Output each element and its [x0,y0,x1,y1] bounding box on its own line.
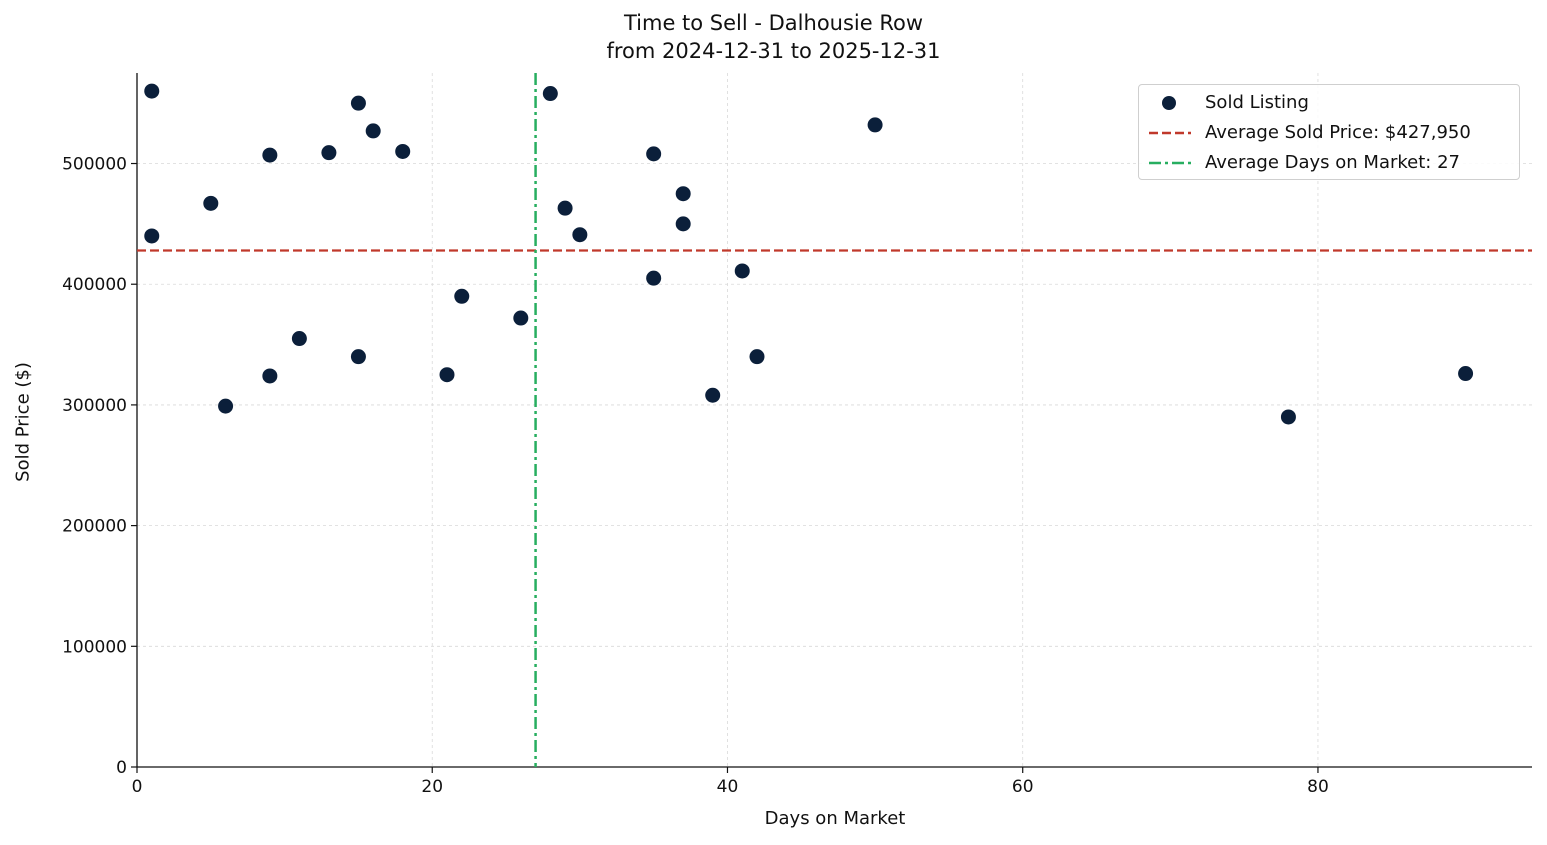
legend-marker-dot-icon [1162,96,1176,110]
data-point [291,331,307,347]
x-tick-label: 60 [1012,777,1034,797]
data-point [144,83,160,99]
data-point [705,387,721,403]
data-point [867,117,883,133]
y-tick-label: 0 [116,758,127,778]
legend-label-average-price: Average Sold Price: $427,950 [1205,122,1471,143]
x-tick-label: 40 [717,777,739,797]
data-point [557,200,573,216]
legend-dashdot-line-icon [1149,161,1191,165]
data-point [1280,409,1296,425]
data-point [439,367,455,383]
data-point [675,186,691,202]
x-axis-label: Days on Market [764,808,906,829]
legend-item-sold-listing: Sold Listing [1139,88,1519,118]
data-point [646,270,662,286]
y-tick-label: 100000 [62,637,127,657]
x-tick-label: 80 [1307,777,1329,797]
legend-item-average-days: Average Days on Market: 27 [1139,148,1519,178]
data-point [350,95,366,111]
y-tick-label: 300000 [62,396,127,416]
y-tick-label: 200000 [62,517,127,537]
data-point [1458,366,1474,382]
chart-subtitle: from 2024-12-31 to 2025-12-31 [606,39,941,63]
y-tick-label: 500000 [62,155,127,175]
legend-dashed-line-icon [1149,131,1191,135]
data-point [262,368,278,384]
x-tick-label: 20 [421,777,443,797]
x-tick-label: 0 [132,777,143,797]
legend-label-sold-listing: Sold Listing [1205,92,1309,113]
data-point [218,398,234,414]
data-point [350,349,366,365]
data-point [749,349,765,365]
data-point [572,227,588,243]
data-point [454,288,470,304]
data-point [262,147,278,163]
data-point [675,216,691,232]
data-point [513,310,529,326]
data-point [395,143,411,159]
data-point [203,195,219,211]
data-point [646,146,662,162]
data-point [321,145,337,161]
legend-item-average-price: Average Sold Price: $427,950 [1139,118,1519,148]
data-point [734,263,750,279]
legend-label-average-days: Average Days on Market: 27 [1205,152,1460,173]
data-point [144,228,160,244]
data-point [542,86,558,102]
y-axis-label: Sold Price ($) [12,362,34,482]
y-tick-label: 400000 [62,275,127,295]
chart-title: Time to Sell - Dalhousie Row [623,11,924,35]
data-point [365,123,381,139]
legend: Sold Listing Average Sold Price: $427,95… [1138,84,1520,180]
